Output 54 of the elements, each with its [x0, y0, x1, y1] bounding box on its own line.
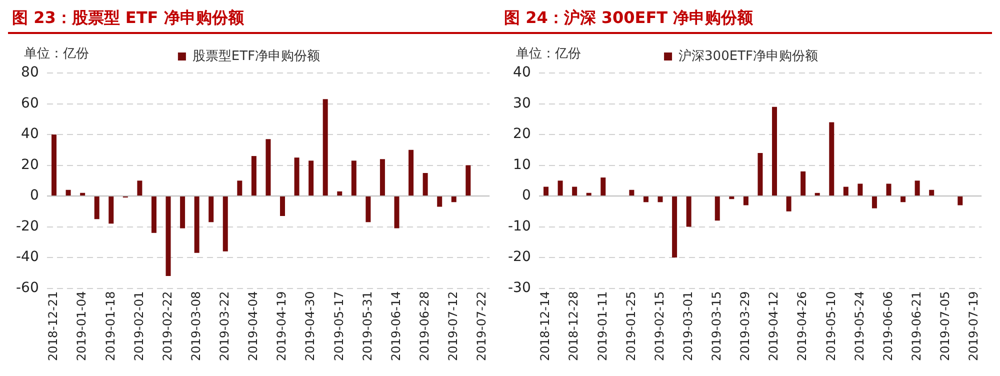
x-tick-label: 2019-06-21 [909, 291, 924, 362]
y-tick-label: -20 [508, 249, 531, 266]
y-tick-label: 20 [513, 126, 531, 142]
text: 单位：亿份 [24, 46, 89, 62]
x-tick-label: 2019-01-18 [103, 291, 118, 362]
x-tick-label: 2019-06-06 [880, 291, 895, 362]
text: 单位：亿份 [516, 46, 581, 62]
x-tick-label: 2019-02-22 [160, 291, 174, 362]
x-tick-label: 2019-02-01 [132, 291, 146, 362]
x-tick-label: 2019-07-05 [938, 291, 952, 362]
x-tick-label: 2019-03-01 [680, 291, 695, 362]
x-tick-label: 2019-02-15 [652, 291, 666, 362]
legend-label: 沪深300ETF净申购份额 [678, 48, 818, 64]
y-tick-label: 0 [30, 188, 39, 204]
y-tick-label: 80 [21, 64, 39, 81]
y-tick-label: 20 [21, 156, 39, 173]
x-tick-label: 2019-07-12 [446, 291, 460, 362]
x-tick-label: 2019-07-22 [474, 291, 489, 362]
x-tick-label: 2019-05-10 [824, 291, 838, 362]
y-tick-label: 40 [21, 126, 39, 142]
y-tick-label: -60 [16, 280, 39, 296]
x-tick-label: 2019-05-17 [332, 291, 346, 362]
y-tick-label: -40 [16, 249, 39, 266]
legend-label: 股票型ETF净申购份额 [192, 48, 320, 64]
x-tick-label: 2019-04-04 [246, 291, 260, 362]
x-tick-label: 2019-05-24 [852, 291, 866, 362]
y-tick-label: -20 [16, 218, 39, 234]
chart-title: 图 24：沪深 300EFT 净申购份额 [500, 8, 992, 34]
x-tick-label: 2019-04-12 [766, 291, 781, 362]
x-tick-label: 2019-06-14 [388, 291, 403, 362]
x-tick-label: 2018-12-14 [538, 291, 552, 362]
chart-title: 图 23：股票型 ETF 净申购份额 [8, 8, 500, 34]
x-tick-label: 2019-03-22 [218, 291, 232, 362]
x-tick-label: 2019-03-15 [710, 291, 724, 362]
y-tick-label: 10 [513, 156, 531, 173]
x-tick-label: 2019-03-08 [188, 291, 203, 362]
x-tick-label: 2019-04-30 [303, 291, 318, 362]
y-tick-label: 40 [513, 64, 531, 81]
y-tick-label: 60 [21, 95, 39, 112]
y-tick-label: -10 [508, 218, 531, 234]
y-tick-label: 0 [522, 188, 531, 204]
x-tick-label: 2018-12-21 [46, 291, 60, 362]
x-tick-label: 2019-05-31 [360, 291, 374, 362]
x-tick-label: 2018-12-28 [566, 291, 581, 362]
y-tick-label: 30 [513, 95, 531, 112]
x-tick-label: 2019-04-26 [795, 291, 810, 362]
x-tick-label: 2019-01-25 [624, 291, 638, 362]
x-tick-label: 2019-07-19 [966, 291, 981, 362]
x-tick-label: 2019-01-11 [595, 291, 610, 362]
x-tick-label: 2019-06-28 [417, 291, 432, 362]
y-tick-label: -30 [508, 280, 531, 296]
x-tick-label: 2019-01-04 [74, 291, 89, 362]
x-tick-label: 2019-04-19 [274, 291, 289, 362]
x-tick-label: 2019-03-29 [738, 291, 752, 362]
